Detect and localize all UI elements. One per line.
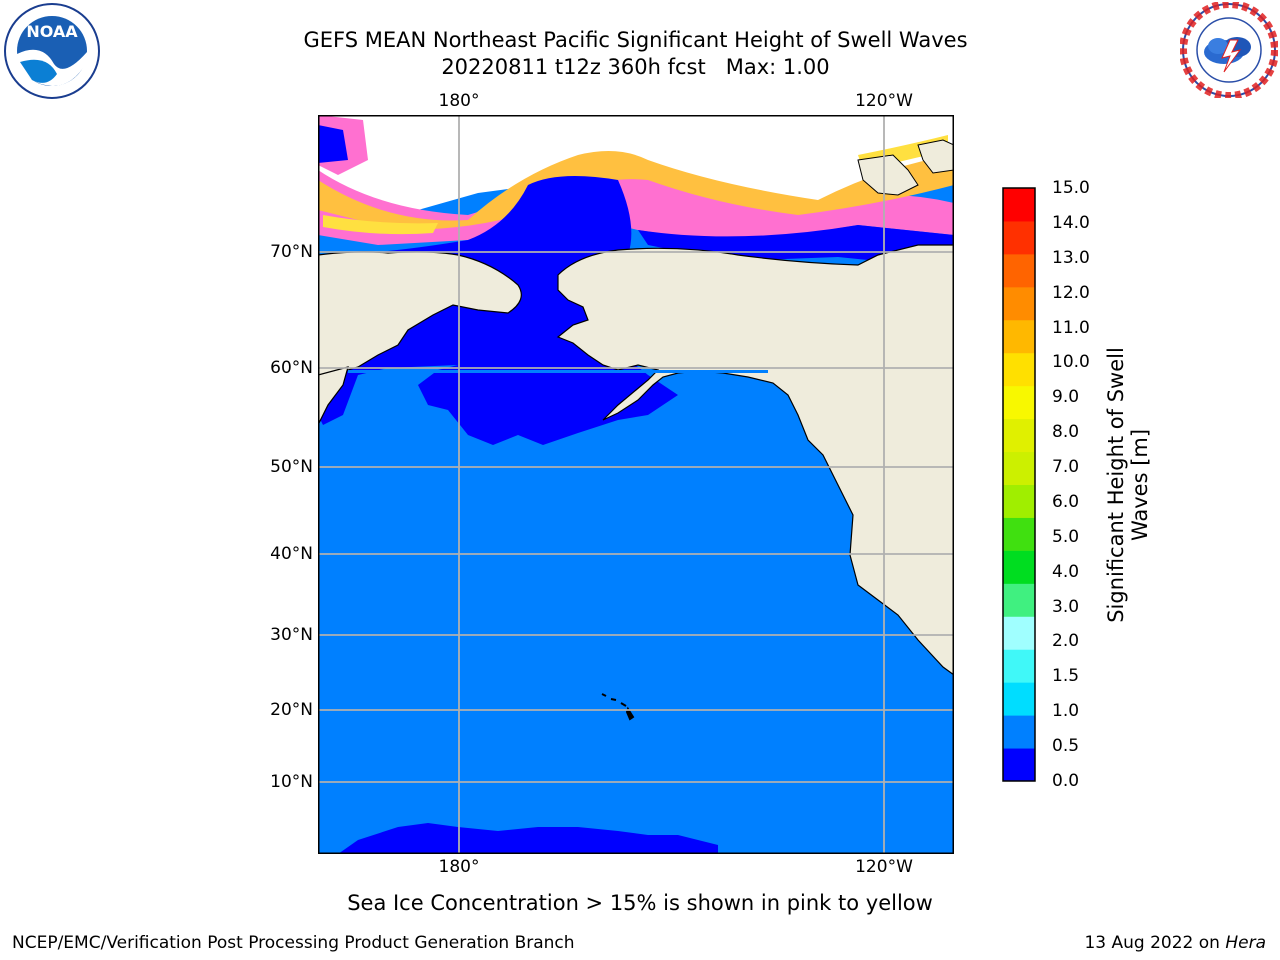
colorbar-segment [1003,352,1035,387]
colorbar-frame [1002,187,1036,782]
colorbar [1002,187,1036,782]
lon-label-top-180: 180° [438,91,480,111]
colorbar-segment [1003,517,1035,551]
noaa-logo-text: NOAA [26,22,78,41]
colorbar-tick-label: 1.5 [1052,666,1080,687]
colorbar-tick-label: 0.0 [1052,771,1080,791]
colorbar-segment [1003,451,1035,485]
colorbar-tick-label: 7.0 [1052,457,1080,478]
colorbar-segment [1003,649,1035,683]
colorbar-segment [1003,484,1035,518]
sea-ice-note: Sea Ice Concentration > 15% is shown in … [347,891,933,915]
colorbar-title-line2: Waves [m] [1128,428,1152,542]
footer-branch: NCEP/EMC/Verification Post Processing Pr… [12,933,575,953]
colorbar-segment [1003,682,1035,716]
footer-date: 13 Aug 2022 on Hera [1084,932,1266,954]
lat-label-30n: 30°N [270,625,313,645]
nws-logo [1180,2,1278,98]
swell-low-nw [318,125,348,163]
colorbar-tick-label: 9.0 [1052,387,1080,408]
colorbar-segment [1003,253,1035,288]
colorbar-tick-label: 6.0 [1052,491,1080,512]
colorbar-segment [1003,319,1035,354]
colorbar-tick-label: 14.0 [1052,212,1090,233]
colorbar-segment [1003,385,1035,420]
land-hawaii [601,693,635,721]
footer-date-text: 13 Aug 2022 on [1084,933,1226,953]
map-panel [318,115,954,854]
lon-label-bottom-180: 180° [438,857,480,877]
ocean-mask-south [348,370,768,373]
map-frame [318,115,954,854]
land-arctic-islands [857,139,954,196]
lat-label-60n: 60°N [270,358,313,378]
colorbar-segment [1003,550,1035,584]
sea-ice-yellow [323,135,948,235]
colorbar-tick-label: 8.0 [1052,422,1080,443]
colorbar-tick-label: 11.0 [1052,317,1090,338]
colorbar-segment [1003,188,1035,222]
lon-label-bottom-120w: 120°W [855,857,913,877]
sea-ice-orange [318,151,954,230]
colorbar-tick-label: 12.0 [1052,282,1090,303]
footer-host: Hera [1225,933,1266,953]
plot-subtitle: 20220811 t12z 360h fcst Max: 1.00 [441,55,830,79]
noaa-logo: NOAA [4,3,100,99]
land-alaska-canada [556,244,954,676]
colorbar-tick-label: 1.0 [1052,701,1080,722]
lat-label-70n: 70°N [270,242,313,262]
colorbar-tick-label: 4.0 [1052,561,1080,582]
colorbar-segment [1003,220,1035,255]
colorbar-segment [1003,715,1035,749]
sea-ice-pink [318,170,954,245]
lat-label-20n: 20°N [270,700,313,720]
lat-label-50n: 50°N [270,457,313,477]
colorbar-tick-label: 0.5 [1052,736,1080,757]
colorbar-segment [1003,583,1035,617]
lon-label-top-120w: 120°W [855,91,913,111]
colorbar-tick-label: 5.0 [1052,526,1080,547]
lat-label-40n: 40°N [270,544,313,564]
lat-label-10n: 10°N [270,772,313,792]
colorbar-tick-label: 10.0 [1052,352,1090,373]
colorbar-segment [1003,616,1035,650]
colorbar-segment [1003,748,1035,782]
swell-low-south [338,823,718,854]
colorbar-segment [1003,286,1035,321]
graticule [318,115,954,854]
colorbar-tick-label: 3.0 [1052,596,1080,617]
colorbar-title-line1: Significant Height of Swell [1104,347,1128,623]
colorbar-tick-label: 2.0 [1052,631,1080,652]
plot-title: GEFS MEAN Northeast Pacific Significant … [303,28,968,52]
colorbar-segment [1003,418,1035,453]
colorbar-tick-label: 13.0 [1052,247,1090,268]
colorbar-tick-label: 15.0 [1052,178,1090,198]
